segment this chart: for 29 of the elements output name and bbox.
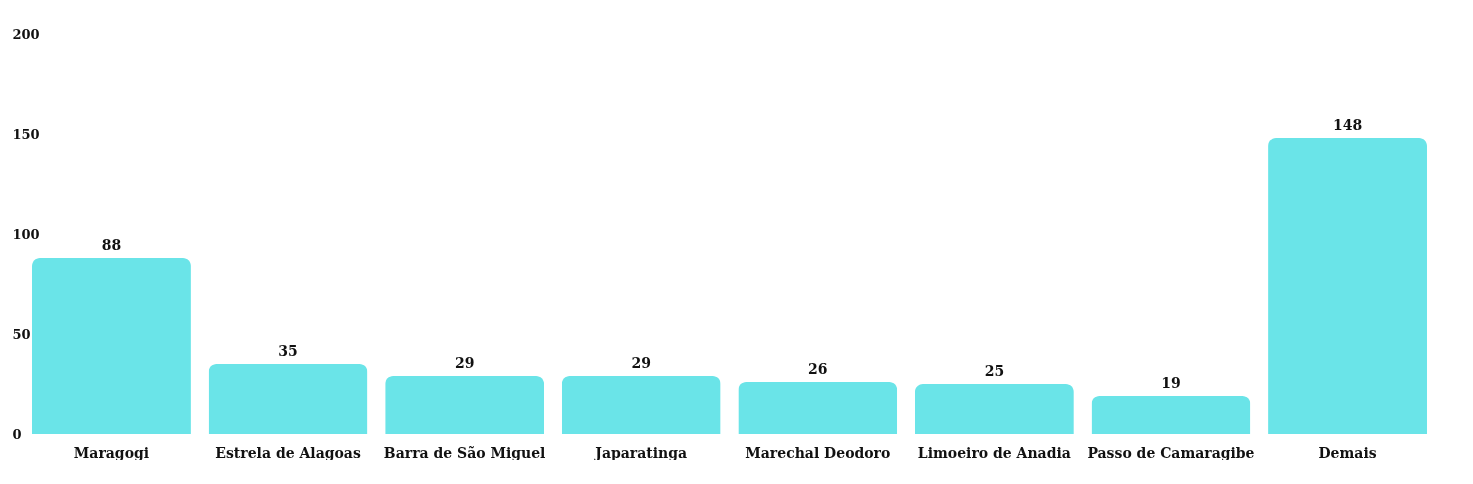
- x-tick-label: Limoeiro de Anadia: [917, 444, 1071, 461]
- bar: [1268, 138, 1427, 434]
- bar: [914, 384, 1074, 434]
- x-tick-label: Estrela de Alagoas: [215, 444, 361, 461]
- bar: [208, 364, 368, 434]
- bar: [32, 258, 191, 434]
- data-label: 29: [454, 355, 475, 371]
- data-label: 29: [631, 355, 651, 371]
- data-label: 148: [1332, 117, 1363, 133]
- data-label: 88: [101, 237, 122, 253]
- bar: [561, 376, 721, 434]
- data-label: 25: [984, 363, 1005, 379]
- y-tick-label: 150: [12, 126, 40, 142]
- data-label: 35: [278, 343, 298, 359]
- x-tick-label: Demais: [1318, 444, 1377, 461]
- x-tick-label: Maragogi: [73, 444, 150, 461]
- y-tick-label: 200: [12, 26, 40, 42]
- y-tick-label: 50: [12, 326, 31, 342]
- x-tick-label: Passo de Camaragibe: [1087, 444, 1255, 461]
- y-tick-label: 0: [12, 426, 22, 442]
- data-label: 26: [808, 361, 828, 377]
- x-tick-label: Japaratinga: [593, 444, 688, 461]
- y-tick-label: 100: [12, 226, 40, 242]
- bar: [738, 382, 898, 434]
- bar: [385, 376, 545, 434]
- data-label: 19: [1161, 375, 1181, 391]
- x-tick-label: Marechal Deodoro: [745, 444, 891, 461]
- bar: [1091, 396, 1251, 434]
- x-tick-label: Barra de São Miguel: [383, 444, 546, 461]
